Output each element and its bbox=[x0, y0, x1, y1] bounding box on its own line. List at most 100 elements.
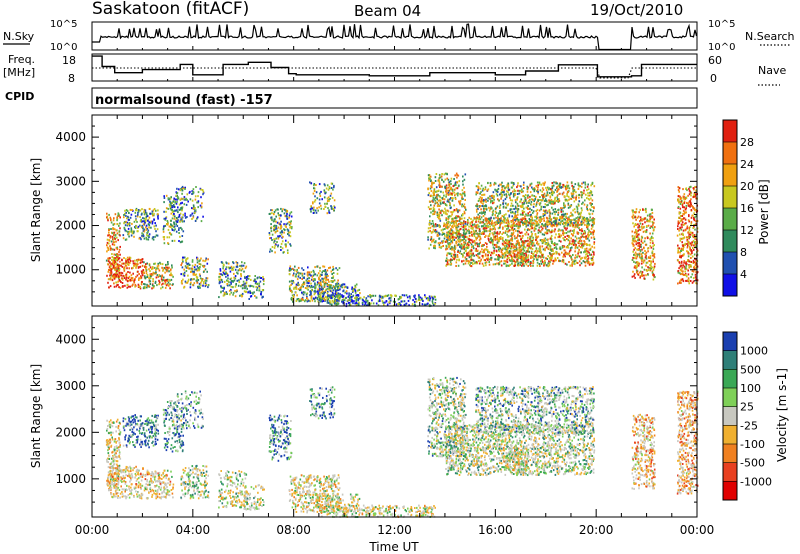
echo-cell bbox=[108, 266, 111, 269]
echo-cell bbox=[457, 210, 459, 213]
echo-cell bbox=[342, 301, 345, 304]
echo-cell bbox=[539, 255, 542, 258]
echo-cell bbox=[153, 212, 155, 215]
echo-cell bbox=[463, 228, 465, 231]
echo-cell bbox=[190, 271, 192, 273]
echo-cell bbox=[510, 228, 513, 231]
echo-cell bbox=[564, 255, 566, 258]
echo-cell bbox=[392, 300, 395, 303]
echo-cell bbox=[572, 242, 574, 245]
echo-cell bbox=[130, 213, 133, 216]
echo-cell bbox=[579, 246, 582, 249]
echo-cell bbox=[445, 190, 447, 193]
echo-cell bbox=[384, 301, 386, 304]
echo-cell bbox=[534, 255, 537, 258]
echo-cell bbox=[428, 303, 431, 306]
echo-cell bbox=[446, 247, 449, 250]
echo-cell bbox=[584, 242, 586, 245]
echo-cell bbox=[169, 232, 171, 235]
echo-cell bbox=[484, 219, 487, 222]
echo-cell bbox=[498, 263, 501, 265]
echo-cell bbox=[318, 285, 321, 288]
echo-cell bbox=[511, 259, 513, 261]
echo-cell bbox=[282, 251, 285, 254]
echo-cell bbox=[314, 195, 316, 198]
echo-cell bbox=[321, 292, 324, 295]
echo-cell bbox=[434, 298, 437, 301]
echo-cell bbox=[172, 275, 174, 278]
echo-cell bbox=[529, 210, 531, 213]
echo-cell bbox=[151, 266, 154, 269]
echo-cell bbox=[429, 175, 432, 178]
echo-cell bbox=[309, 273, 311, 276]
echo-cell bbox=[341, 294, 343, 297]
echo-cell bbox=[445, 217, 448, 220]
echo-cell bbox=[451, 248, 453, 251]
echo-cell bbox=[221, 274, 224, 277]
echo-cell bbox=[347, 295, 350, 298]
echo-cell bbox=[588, 229, 590, 232]
echo-cell bbox=[476, 216, 478, 219]
echo-cell bbox=[458, 223, 460, 225]
echo-cell bbox=[586, 206, 588, 209]
echo-cell bbox=[578, 255, 581, 258]
echo-cell bbox=[530, 230, 533, 233]
echo-cell bbox=[253, 279, 256, 282]
echo-cell bbox=[178, 214, 181, 216]
echo-cell bbox=[537, 216, 539, 219]
echo-cell bbox=[327, 278, 329, 281]
echo-cell bbox=[405, 302, 408, 305]
echo-cell bbox=[343, 286, 346, 289]
echo-cell bbox=[471, 234, 473, 237]
echo-cell bbox=[445, 240, 448, 243]
echo-cell bbox=[569, 214, 572, 217]
echo-cell bbox=[447, 199, 450, 202]
echo-cell bbox=[177, 206, 179, 209]
echo-cell bbox=[564, 218, 567, 221]
echo-cell bbox=[544, 206, 546, 209]
echo-cell bbox=[314, 289, 316, 292]
echo-cell bbox=[138, 277, 140, 280]
echo-cell bbox=[289, 235, 292, 238]
echo-cell bbox=[507, 203, 509, 206]
echo-cell bbox=[430, 237, 433, 240]
echo-cell bbox=[520, 198, 523, 201]
echo-cell bbox=[441, 240, 443, 243]
echo-cell bbox=[271, 250, 273, 253]
echo-cell bbox=[449, 259, 451, 262]
echo-cell bbox=[478, 232, 481, 235]
echo-cell bbox=[512, 218, 514, 221]
echo-cell bbox=[535, 205, 537, 208]
echo-cell bbox=[521, 248, 524, 251]
echo-cell bbox=[117, 258, 120, 260]
echo-cell bbox=[328, 284, 331, 287]
echo-cell bbox=[143, 230, 146, 233]
echo-cell bbox=[444, 187, 447, 190]
echo-cell bbox=[132, 230, 134, 233]
echo-cell bbox=[552, 208, 555, 211]
echo-cell bbox=[167, 197, 170, 200]
echo-cell bbox=[171, 227, 173, 230]
echo-cell bbox=[161, 263, 164, 266]
echo-cell bbox=[458, 209, 461, 212]
echo-cell bbox=[430, 190, 433, 192]
echo-cell bbox=[198, 273, 201, 276]
echo-cell bbox=[442, 180, 445, 183]
echo-cell bbox=[184, 186, 186, 189]
echo-cell bbox=[444, 228, 446, 230]
echo-cell bbox=[471, 261, 474, 264]
echo-cell bbox=[545, 189, 548, 192]
echo-cell bbox=[456, 244, 459, 247]
echo-cell bbox=[318, 183, 321, 186]
echo-cell bbox=[163, 201, 165, 204]
echo-cell bbox=[117, 275, 120, 278]
echo-cell bbox=[549, 231, 552, 234]
echo-cell bbox=[427, 230, 430, 233]
echo-cell bbox=[350, 293, 352, 296]
echo-cell bbox=[175, 223, 178, 226]
echo-cell bbox=[560, 234, 562, 237]
echo-cell bbox=[493, 249, 495, 252]
echo-cell bbox=[108, 286, 110, 289]
echo-cell bbox=[437, 179, 440, 182]
echo-cell bbox=[288, 224, 291, 226]
